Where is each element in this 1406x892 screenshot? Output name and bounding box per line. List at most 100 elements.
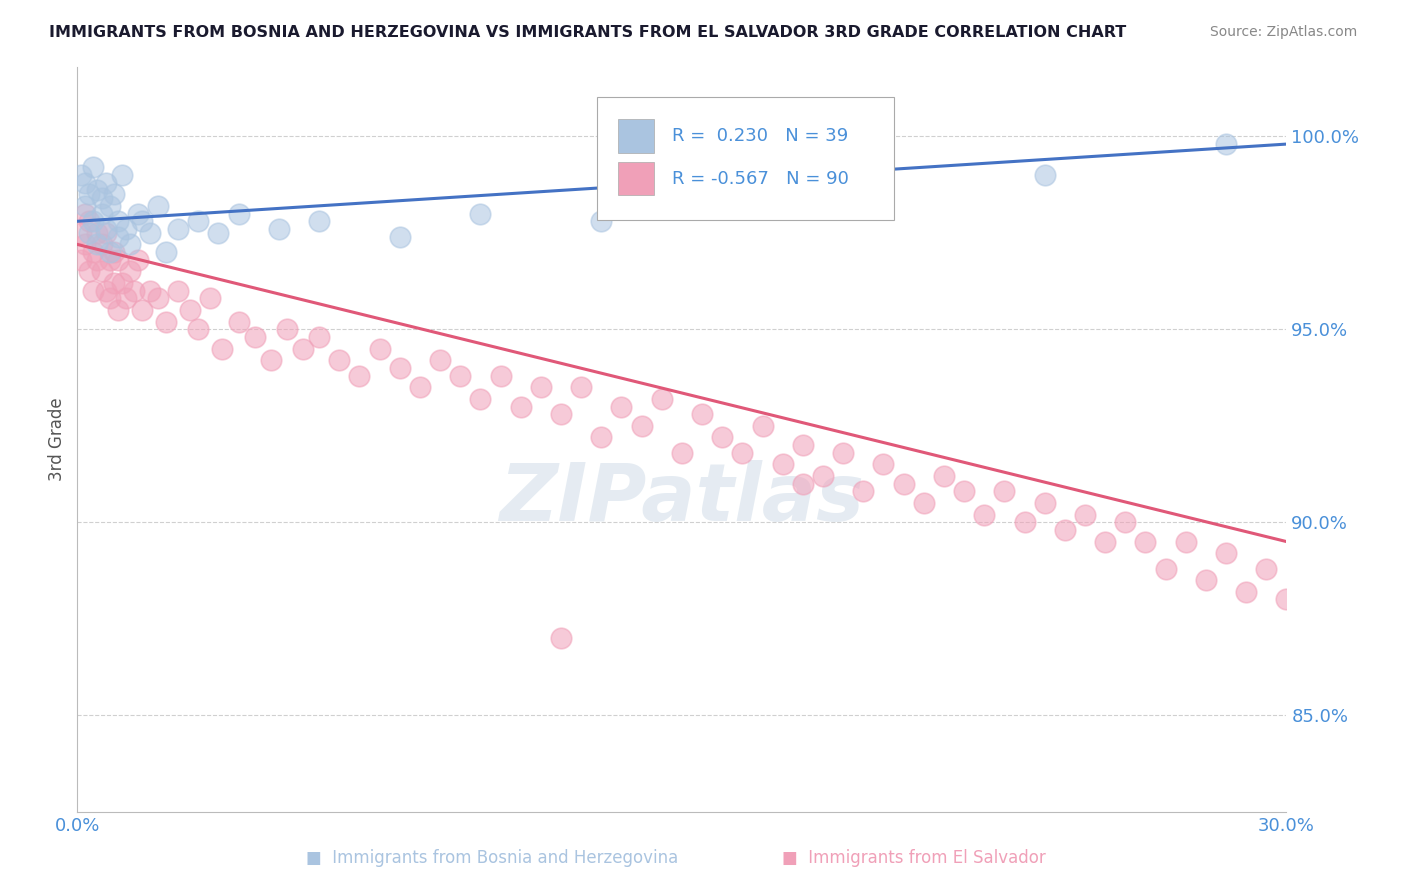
Point [70, 226, 93, 240]
Point [98, 292, 121, 306]
Point [82, 245, 104, 260]
Point [111, 276, 134, 290]
Point [1154, 561, 1177, 575]
Point [731, 446, 754, 460]
Point [139, 226, 162, 240]
Point [308, 330, 330, 344]
Point [872, 458, 894, 472]
Point [852, 484, 875, 499]
Point [228, 206, 250, 220]
Point [187, 214, 209, 228]
Point [973, 508, 995, 522]
Point [228, 315, 250, 329]
Point [107, 303, 129, 318]
Point [90, 237, 112, 252]
Text: ■  Immigrants from Bosnia and Herzegovina: ■ Immigrants from Bosnia and Herzegovina [307, 849, 678, 867]
Point [75, 199, 97, 213]
Point [1174, 534, 1197, 549]
Point [107, 229, 129, 244]
Point [167, 222, 190, 236]
Text: ■  Immigrants from El Salvador: ■ Immigrants from El Salvador [782, 849, 1046, 867]
Point [107, 252, 129, 267]
Point [792, 438, 814, 452]
Point [811, 469, 834, 483]
Point [86, 226, 108, 240]
Text: R = -0.567   N = 90: R = -0.567 N = 90 [672, 169, 849, 187]
Point [550, 631, 572, 645]
Y-axis label: 3rd Grade: 3rd Grade [48, 398, 66, 481]
Point [75, 176, 97, 190]
Point [94, 176, 117, 190]
Point [82, 284, 104, 298]
Point [489, 368, 512, 383]
Point [368, 342, 391, 356]
Point [308, 214, 330, 228]
Point [75, 206, 97, 220]
Point [792, 476, 814, 491]
Point [86, 183, 108, 197]
Point [530, 380, 553, 394]
Point [772, 458, 794, 472]
Point [470, 206, 492, 220]
Point [167, 284, 190, 298]
Point [118, 264, 141, 278]
Point [267, 222, 290, 236]
Text: R =  0.230   N = 39: R = 0.230 N = 39 [672, 128, 848, 145]
Point [111, 168, 134, 182]
Point [94, 284, 117, 298]
Point [1014, 516, 1036, 530]
Point [912, 496, 935, 510]
Point [993, 484, 1015, 499]
Point [953, 484, 976, 499]
Point [429, 353, 451, 368]
Point [75, 237, 97, 252]
Point [409, 380, 432, 394]
Point [569, 380, 592, 394]
Point [388, 229, 411, 244]
Point [70, 168, 93, 182]
Point [82, 160, 104, 174]
Point [179, 303, 201, 318]
Point [98, 252, 121, 267]
Point [1275, 592, 1298, 607]
Point [79, 264, 101, 278]
Point [328, 353, 350, 368]
FancyBboxPatch shape [598, 96, 894, 219]
Point [1053, 523, 1076, 537]
Point [711, 199, 734, 213]
Point [114, 222, 136, 236]
Point [690, 407, 713, 421]
Point [591, 214, 613, 228]
Point [711, 430, 734, 444]
Point [82, 214, 104, 228]
Point [90, 206, 112, 220]
Point [98, 199, 121, 213]
Point [349, 368, 371, 383]
Point [127, 206, 149, 220]
Point [651, 392, 673, 406]
Point [671, 446, 693, 460]
Point [155, 315, 177, 329]
Point [103, 276, 125, 290]
Point [470, 392, 492, 406]
Point [751, 418, 773, 433]
FancyBboxPatch shape [617, 161, 654, 195]
Point [118, 237, 141, 252]
Point [509, 400, 531, 414]
Text: ZIPatlas: ZIPatlas [499, 460, 865, 538]
Point [187, 322, 209, 336]
Point [872, 191, 894, 205]
Point [114, 292, 136, 306]
Point [155, 245, 177, 260]
Point [292, 342, 315, 356]
Point [388, 360, 411, 375]
Point [630, 418, 652, 433]
Point [90, 264, 112, 278]
Point [1094, 534, 1116, 549]
Point [146, 292, 169, 306]
Point [243, 330, 266, 344]
Point [1135, 534, 1157, 549]
Point [86, 252, 108, 267]
Point [70, 252, 93, 267]
Point [200, 292, 222, 306]
